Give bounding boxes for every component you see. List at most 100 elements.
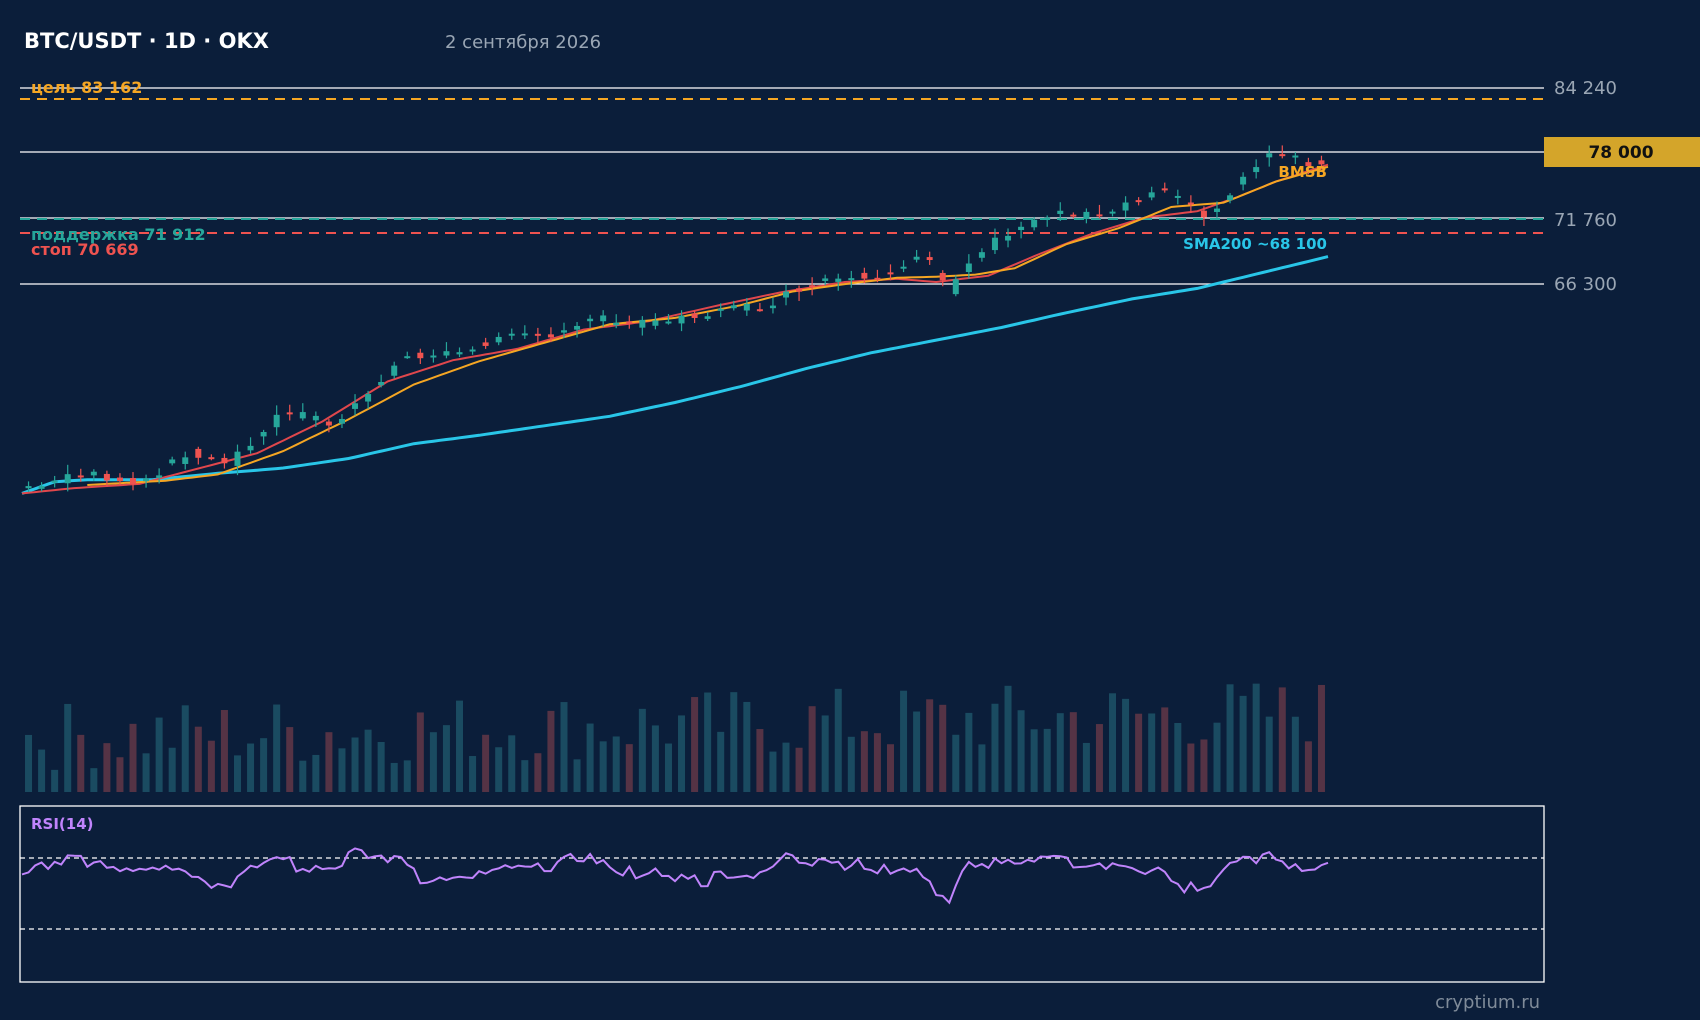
volume-bar: [155, 717, 163, 792]
candle: [978, 252, 985, 258]
volume-bar: [129, 723, 137, 792]
volume-bar: [64, 703, 72, 792]
bmsb-label: BMSB: [1278, 163, 1327, 181]
candle: [1292, 155, 1299, 158]
volume-bar: [1304, 741, 1312, 792]
candle: [208, 457, 215, 460]
candle: [1279, 154, 1286, 157]
ema-fast-line: [87, 165, 1329, 486]
stop-label: стоп 70 669: [31, 240, 139, 259]
candle: [1096, 214, 1103, 217]
volume-bar: [926, 699, 934, 792]
sma200-label: SMA200 ~68 100: [1183, 235, 1327, 253]
sma200-line: [21, 255, 1329, 495]
candle: [678, 315, 685, 324]
candle: [1266, 153, 1273, 158]
candle: [299, 412, 306, 419]
volume-bar: [939, 704, 947, 792]
candle: [691, 313, 698, 318]
candle: [1318, 160, 1325, 165]
volume-bar: [965, 712, 973, 792]
candle: [260, 432, 267, 437]
candle: [952, 279, 959, 295]
candle: [1213, 208, 1220, 212]
volume-bar: [351, 737, 359, 792]
volume-bar: [286, 727, 294, 792]
volume-bar: [769, 751, 777, 792]
volume-bar: [886, 744, 894, 792]
volume-bar: [1148, 713, 1156, 792]
volume-bar: [638, 708, 646, 792]
volume-bar: [873, 733, 881, 792]
candle: [1174, 195, 1181, 198]
price-badge: [1544, 137, 1700, 167]
candle: [809, 285, 816, 288]
candle: [365, 394, 372, 402]
candle: [1135, 200, 1142, 203]
volume-bar: [1082, 742, 1090, 792]
candle: [1018, 226, 1025, 231]
volume-bar: [1317, 684, 1325, 792]
candle: [325, 421, 332, 426]
volume-bar: [1030, 729, 1038, 792]
volume-bar: [821, 715, 829, 792]
candle: [469, 349, 476, 352]
candle: [234, 451, 241, 466]
candle: [456, 352, 463, 355]
y-tick-label: 66 300: [1554, 274, 1617, 295]
volume-bar: [599, 741, 607, 792]
candle: [247, 445, 254, 451]
candle: [1187, 202, 1194, 205]
candle: [1227, 195, 1234, 201]
volume-bar: [1056, 713, 1064, 792]
candle: [874, 277, 881, 280]
target-label: цель 83 162: [31, 78, 142, 97]
volume-bar: [312, 754, 320, 792]
volume-bar: [90, 768, 98, 792]
candle: [1109, 211, 1116, 214]
volume-bar: [795, 747, 803, 792]
rsi-line: [21, 847, 1329, 905]
volume-bar: [717, 731, 725, 792]
volume-bar: [586, 723, 594, 792]
candle: [574, 325, 581, 330]
volume-bar: [913, 711, 921, 792]
volume-bar: [181, 705, 189, 792]
volume-bar: [678, 715, 686, 792]
volume-bar: [691, 697, 699, 792]
volume-bar: [547, 710, 555, 792]
candle: [600, 315, 607, 322]
candlesticks: [25, 145, 1325, 493]
candle: [547, 334, 554, 338]
candle: [195, 448, 202, 458]
candle: [1057, 210, 1064, 214]
y-tick-label: 84 240: [1554, 78, 1617, 99]
volume-bar: [51, 769, 59, 792]
volume-bar: [273, 704, 281, 792]
volume-bar: [534, 753, 542, 792]
candle: [116, 477, 123, 482]
candle: [652, 320, 659, 326]
candle: [887, 272, 894, 275]
candle: [717, 308, 724, 311]
volume-bar: [1278, 687, 1286, 792]
volume-bar: [1265, 716, 1273, 792]
volume-bar: [1069, 712, 1077, 792]
candle: [639, 319, 646, 328]
chart-title: BTC/USDT · 1D · OKX: [24, 29, 269, 53]
candle: [143, 478, 150, 482]
volume-bar: [233, 755, 241, 792]
candle: [417, 352, 424, 359]
volume-bar: [743, 701, 751, 792]
volume-bar: [1252, 683, 1260, 792]
volume-bar: [482, 734, 490, 792]
candle: [156, 475, 163, 478]
candle: [51, 480, 58, 483]
volume-bar: [25, 734, 33, 792]
candle: [861, 272, 868, 279]
volume-bar: [416, 712, 424, 792]
volume-bar: [1291, 716, 1299, 792]
volume-bar: [1135, 713, 1143, 792]
candle: [769, 305, 776, 309]
